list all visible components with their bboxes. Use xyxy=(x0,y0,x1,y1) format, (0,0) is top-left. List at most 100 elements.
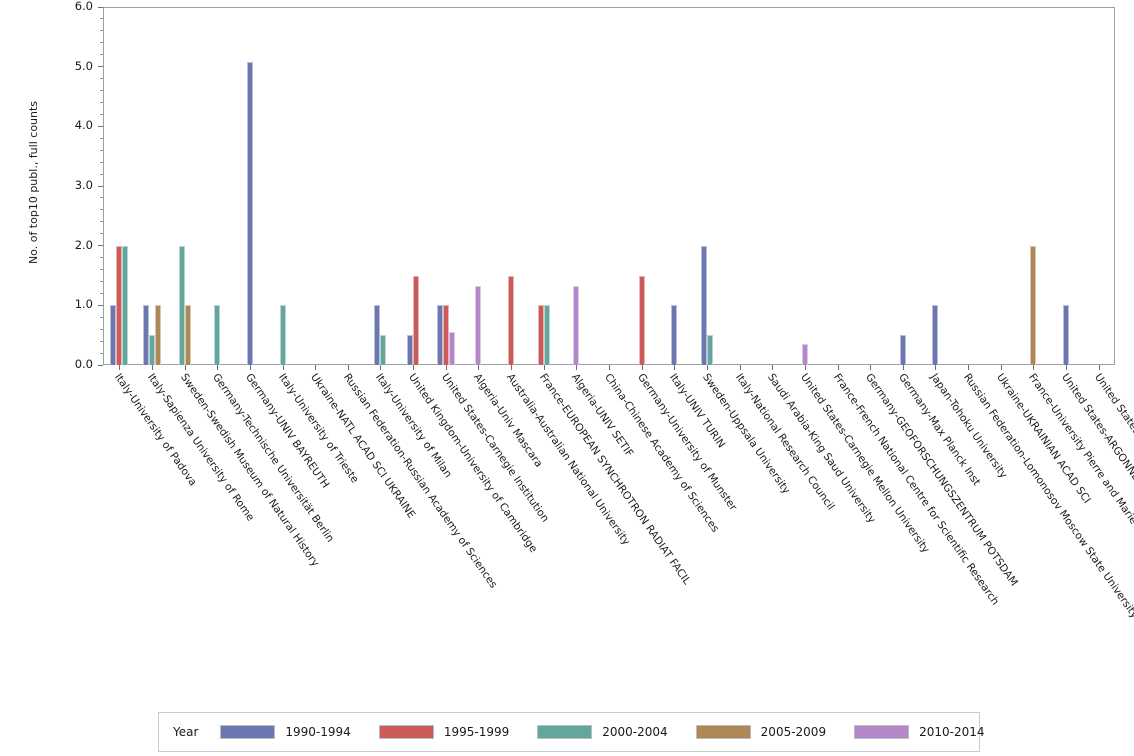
x-tick-label: Russian Federation-Russian Academy of Sc… xyxy=(340,371,500,591)
x-tick-mark xyxy=(674,365,676,370)
y-minor-tick xyxy=(100,161,103,163)
x-tick-mark xyxy=(1098,365,1100,370)
x-tick-mark xyxy=(543,365,545,370)
legend: Year 1990-1994 1995-1999 2000-2004 2005-200… xyxy=(158,712,985,752)
bar xyxy=(475,285,482,365)
x-tick-mark xyxy=(413,365,415,370)
bar xyxy=(436,305,443,365)
legend-item[interactable]: 2010-2014 xyxy=(854,725,985,739)
legend-color-swatch xyxy=(378,725,434,739)
y-tick-mark xyxy=(98,185,103,187)
bar xyxy=(543,305,550,365)
bar xyxy=(374,305,381,365)
bar xyxy=(537,305,544,365)
y-minor-tick xyxy=(100,149,103,151)
y-minor-tick xyxy=(100,221,103,223)
y-minor-tick xyxy=(100,269,103,271)
legend-item[interactable]: 2005-2009 xyxy=(695,725,827,739)
legend-item-label: 2010-2014 xyxy=(919,725,985,739)
x-tick-mark xyxy=(1066,365,1068,370)
y-tick-mark xyxy=(98,125,103,127)
bar xyxy=(142,305,149,365)
y-minor-tick xyxy=(100,340,103,342)
bar xyxy=(573,285,580,365)
y-tick-mark xyxy=(98,364,103,366)
y-tick-label: 1.0 xyxy=(74,297,93,312)
x-tick-mark xyxy=(772,365,774,370)
bar xyxy=(154,305,161,365)
x-tick-mark xyxy=(935,365,937,370)
x-tick-label: Germany-GEOFORSCHUNGSZENTRUM POTSDAM xyxy=(863,371,1021,589)
legend-color-swatch xyxy=(537,725,593,739)
bar xyxy=(279,305,286,365)
bar xyxy=(442,305,449,365)
y-minor-tick xyxy=(100,101,103,103)
y-tick-label: 3.0 xyxy=(74,178,93,192)
y-minor-tick xyxy=(100,233,103,235)
x-tick-mark xyxy=(968,365,970,370)
y-minor-tick xyxy=(100,42,103,44)
x-tick-mark xyxy=(576,365,578,370)
y-minor-tick xyxy=(100,197,103,199)
x-tick-label: Algeria-UNIV SETIF xyxy=(569,371,636,460)
bar xyxy=(932,305,939,365)
bar xyxy=(638,275,645,365)
legend-color-swatch xyxy=(854,725,910,739)
bar xyxy=(407,335,414,365)
bar xyxy=(122,245,129,365)
y-axis-title: No. of top10 publ., full counts xyxy=(26,100,40,265)
y-minor-tick xyxy=(100,18,103,20)
plot-inner xyxy=(104,8,1114,364)
bar xyxy=(671,305,678,365)
x-tick-mark xyxy=(706,365,708,370)
x-tick-mark xyxy=(902,365,904,370)
x-tick-mark xyxy=(641,365,643,370)
y-tick-label: 6.0 xyxy=(74,0,93,13)
legend-item-label: 2005-2009 xyxy=(760,725,827,739)
y-minor-tick xyxy=(100,113,103,115)
legend-item[interactable]: 1990-1994 xyxy=(220,725,351,739)
legend-item[interactable]: 2000-2004 xyxy=(537,725,668,739)
x-tick-mark xyxy=(217,365,219,370)
x-tick-label: Australia-Australian National University xyxy=(504,371,633,548)
legend-item[interactable]: 1995-1999 xyxy=(378,725,509,739)
x-tick-mark xyxy=(184,365,186,370)
legend-item-label: 2000-2004 xyxy=(602,725,668,739)
bar xyxy=(413,275,420,365)
y-minor-tick xyxy=(100,209,103,211)
x-tick-mark xyxy=(1033,365,1035,370)
y-tick-mark xyxy=(98,245,103,247)
legend-color-swatch xyxy=(220,725,276,739)
bar xyxy=(706,335,713,365)
y-minor-tick xyxy=(100,292,103,294)
legend-color-swatch xyxy=(695,725,751,739)
x-tick-mark xyxy=(315,365,317,370)
y-minor-tick xyxy=(100,137,103,139)
bar xyxy=(148,335,155,365)
y-minor-tick xyxy=(100,30,103,32)
y-minor-tick xyxy=(100,90,103,92)
bar xyxy=(448,332,455,365)
y-minor-tick xyxy=(100,328,103,330)
legend-title: Year xyxy=(173,725,199,739)
x-tick-mark xyxy=(282,365,284,370)
x-tick-mark xyxy=(380,365,382,370)
y-minor-tick xyxy=(100,316,103,318)
x-tick-mark xyxy=(249,365,251,370)
bar xyxy=(508,275,515,365)
bar xyxy=(178,245,185,365)
y-tick-mark xyxy=(98,6,103,8)
x-tick-mark xyxy=(837,365,839,370)
y-minor-tick xyxy=(100,173,103,175)
x-tick-mark xyxy=(445,365,447,370)
y-tick-label: 2.0 xyxy=(74,237,93,252)
x-tick-mark xyxy=(870,365,872,370)
x-tick-mark xyxy=(119,365,121,370)
y-minor-tick xyxy=(100,352,103,354)
x-tick-mark xyxy=(804,365,806,370)
x-tick-mark xyxy=(478,365,480,370)
bar xyxy=(116,245,123,365)
bar xyxy=(1063,305,1070,365)
bar xyxy=(110,305,117,365)
